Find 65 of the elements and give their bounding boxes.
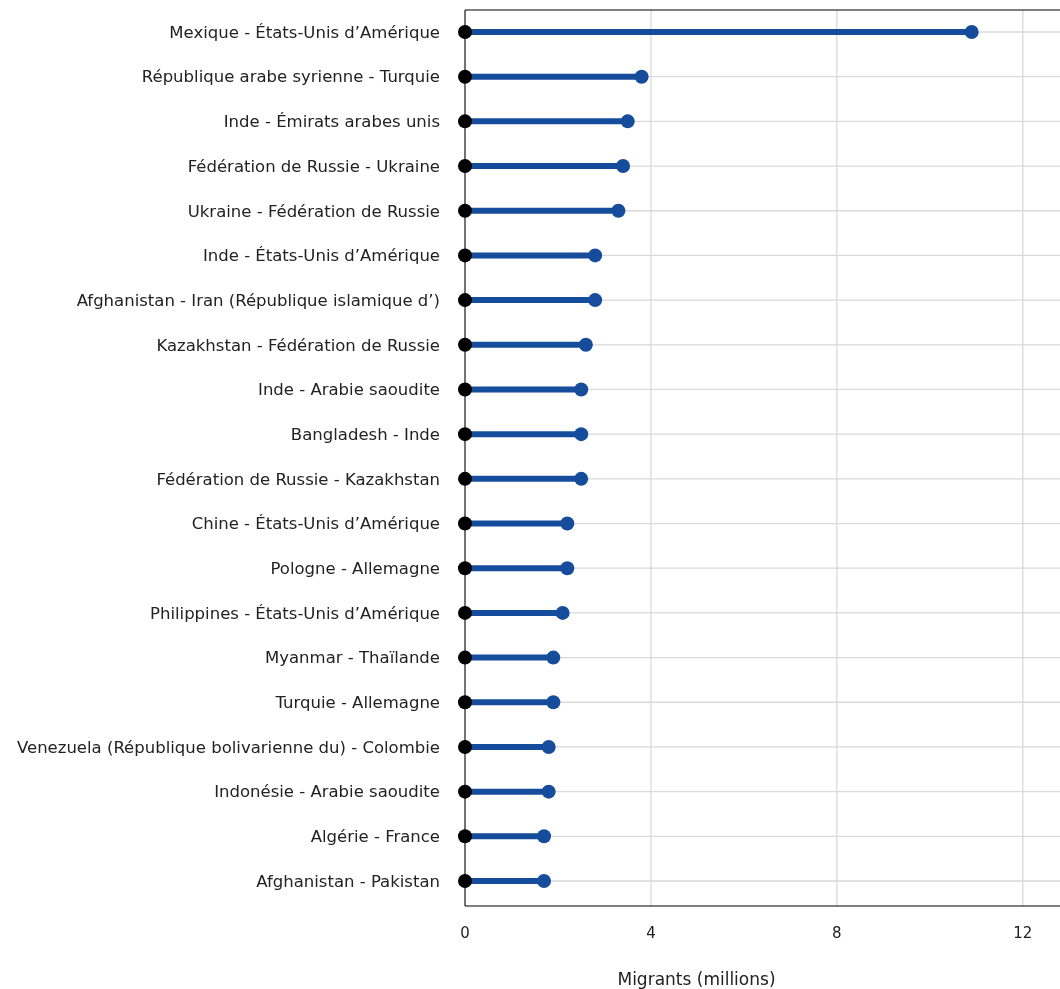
y-tick-label: Philippines - États-Unis d’Amérique [149,603,440,623]
point [541,739,556,754]
point [458,471,472,486]
x-tick-label: 8 [832,924,842,942]
point [964,25,979,39]
point [588,293,603,308]
y-tick-label: République arabe syrienne - Turquie [141,67,440,87]
point [458,25,472,39]
point [458,784,472,799]
point [620,114,635,129]
point [546,695,561,710]
point [458,561,472,576]
point [458,293,472,308]
y-tick-label: Chine - États-Unis d’Amérique [191,514,440,534]
point [574,427,589,442]
point [537,874,552,888]
y-tick-label: Inde - Émirats arabes unis [223,112,440,132]
y-tick-label: Fédération de Russie - Ukraine [187,156,440,176]
y-tick-label: Mexique - États-Unis d’Amérique [169,22,440,42]
point [611,203,626,218]
y-tick-label: Algérie - France [310,827,440,847]
point [458,159,472,174]
y-tick-label: Fédération de Russie - Kazakhstan [156,469,440,489]
y-tick-label: Myanmar - Thaïlande [265,648,440,668]
point [458,337,472,352]
y-tick-label: Inde - Arabie saoudite [258,380,440,400]
y-tick-label: Inde - États-Unis d’Amérique [202,246,440,266]
point [555,605,570,620]
y-tick-label: Ukraine - Fédération de Russie [187,201,440,221]
point [546,650,561,665]
point [560,561,575,576]
y-tick-label: Afghanistan - Iran (République islamique d’) [76,290,440,310]
y-tick-label: Bangladesh - Inde [290,424,440,444]
point [458,248,472,263]
point [560,516,575,531]
x-tick-label: 4 [646,924,656,942]
point [458,69,472,84]
point [578,337,593,352]
x-tick-label: 0 [460,924,470,942]
point [458,427,472,442]
point [458,695,472,710]
point [574,471,589,486]
y-tick-label: Turquie - Allemagne [274,693,440,713]
point [458,516,472,531]
point [458,203,472,218]
point [458,605,472,620]
point [458,829,472,844]
y-tick-label: Afghanistan - Pakistan [256,871,440,891]
point [541,784,556,799]
point [458,650,472,665]
point [458,739,472,754]
y-tick-label: Pologne - Allemagne [270,558,440,578]
point [458,382,472,397]
x-tick-label: 12 [1013,924,1033,942]
x-axis-title: Migrants (millions) [617,969,776,989]
point [537,829,552,844]
y-tick-label: Indonésie - Arabie saoudite [214,782,440,802]
point [458,114,472,129]
point [588,248,603,263]
y-tick-label: Kazakhstan - Fédération de Russie [156,335,440,355]
y-tick-label: Venezuela (République bolivarienne du) - Colombie [16,737,440,757]
point [574,382,589,397]
point [458,874,472,888]
point [616,159,631,174]
point [634,69,649,84]
